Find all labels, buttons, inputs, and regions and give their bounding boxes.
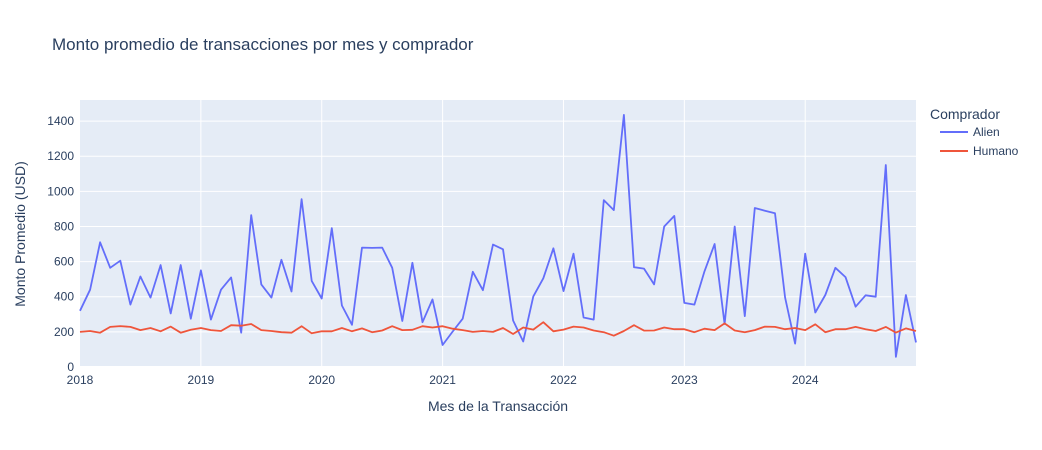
y-tick-label: 1000: [47, 184, 74, 198]
legend-label: Humano: [973, 144, 1019, 158]
x-tick-label: 2023: [671, 373, 698, 387]
y-tick-label: 400: [54, 290, 74, 304]
x-tick-label: 2018: [67, 373, 94, 387]
y-axis-ticks: 0 200 400 600 800 1000 1200 1400: [47, 114, 74, 374]
gridlines: [80, 100, 916, 368]
y-tick-label: 200: [54, 325, 74, 339]
y-tick-label: 0: [67, 360, 74, 374]
x-tick-label: 2020: [308, 373, 335, 387]
legend-label: Alien: [973, 125, 1000, 139]
series-line-alien: [79, 114, 917, 358]
legend-item-alien[interactable]: Alien: [940, 125, 1000, 139]
x-tick-label: 2024: [792, 373, 819, 387]
y-tick-label: 800: [54, 219, 74, 233]
legend[interactable]: Comprador Alien Humano: [930, 106, 1019, 158]
x-axis-title: Mes de la Transacción: [428, 398, 568, 414]
chart-title: Monto promedio de transacciones por mes …: [52, 35, 474, 54]
legend-item-humano[interactable]: Humano: [940, 144, 1019, 158]
x-tick-label: 2019: [188, 373, 215, 387]
y-tick-label: 1200: [47, 149, 74, 163]
series-lines: [79, 114, 917, 358]
x-tick-label: 2021: [429, 373, 456, 387]
y-tick-label: 1400: [47, 114, 74, 128]
x-axis-ticks: 2018 2019 2020 2021 2022 2023 2024: [67, 373, 819, 387]
x-tick-label: 2022: [550, 373, 577, 387]
series-line-humano: [79, 321, 917, 337]
legend-title: Comprador: [930, 106, 1000, 122]
y-tick-label: 600: [54, 255, 74, 269]
y-axis-title: Monto Promedio (USD): [12, 161, 28, 307]
